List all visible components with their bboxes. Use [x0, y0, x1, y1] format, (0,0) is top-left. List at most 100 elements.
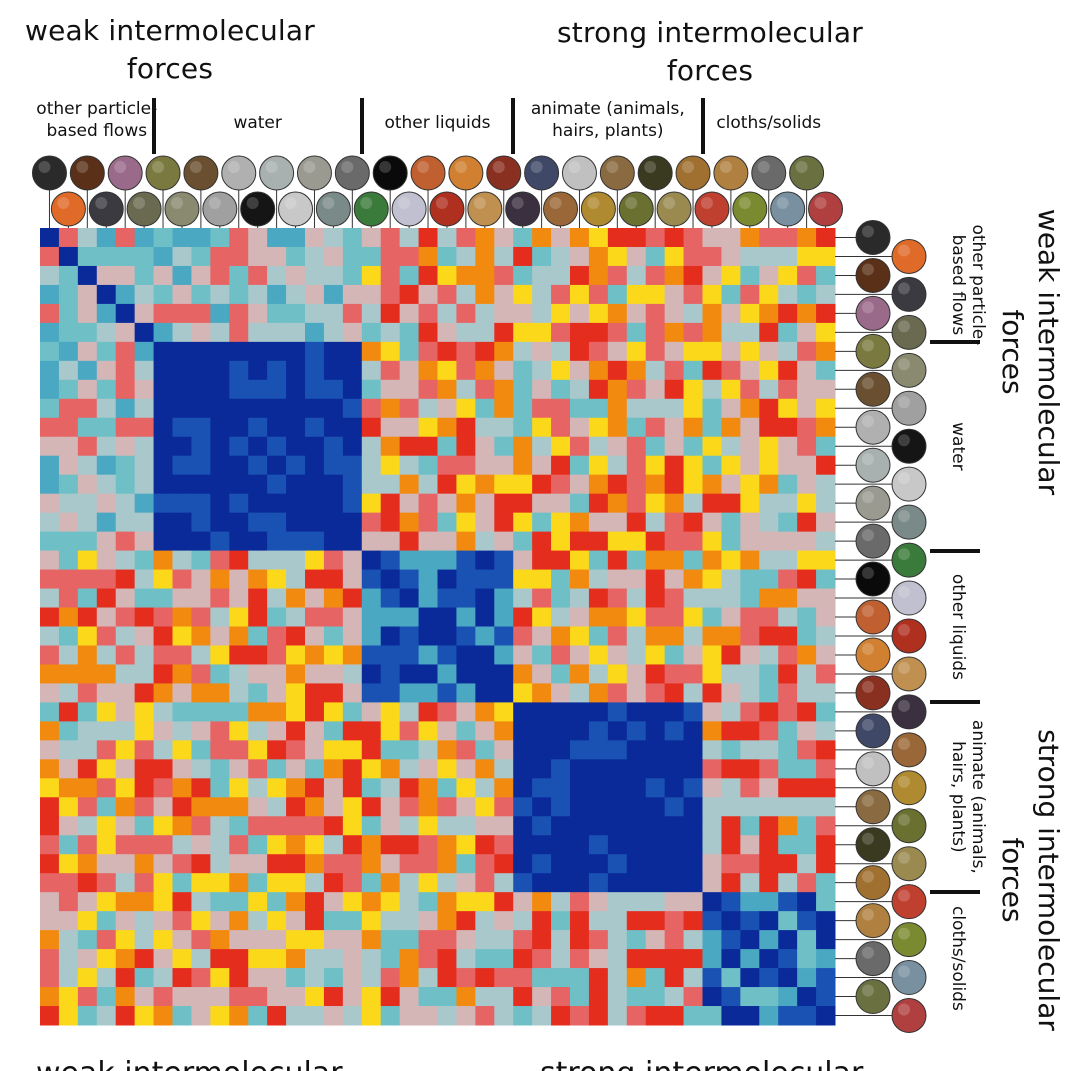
- heatmap-cell: [58, 303, 79, 324]
- heatmap-cell: [172, 436, 192, 457]
- heatmap-cell: [551, 474, 571, 495]
- heatmap-cell: [683, 569, 703, 590]
- heatmap-cell: [361, 873, 382, 893]
- heatmap-cell: [797, 379, 817, 400]
- heatmap-cell: [513, 873, 533, 893]
- material-thumbnail: [486, 155, 522, 191]
- heatmap-cell: [475, 512, 495, 533]
- heatmap-cell: [191, 398, 211, 419]
- heatmap-cell: [456, 816, 476, 836]
- heatmap-cell: [229, 493, 249, 514]
- heatmap-cell: [570, 759, 590, 779]
- heatmap-cell: [551, 645, 571, 665]
- heatmap-cell: [229, 455, 249, 476]
- heatmap-cell: [494, 873, 514, 893]
- heatmap-cell: [475, 228, 495, 248]
- heatmap-cell: [267, 797, 287, 817]
- heatmap-cell: [58, 474, 79, 495]
- heatmap-cell: [77, 778, 98, 798]
- heatmap-cell: [191, 949, 211, 969]
- heatmap-cell: [96, 968, 117, 988]
- heatmap-cell: [437, 968, 457, 988]
- heatmap-cell: [361, 493, 382, 514]
- heatmap-cell: [626, 322, 647, 343]
- heatmap-cell: [380, 322, 401, 343]
- heatmap-cell: [191, 968, 211, 988]
- heatmap-cell: [626, 398, 647, 419]
- heatmap-cell: [607, 341, 628, 362]
- heatmap-cell: [191, 531, 211, 552]
- heatmap-cell: [286, 683, 306, 703]
- heatmap-cell: [418, 265, 438, 286]
- heatmap-cell: [229, 379, 249, 400]
- heatmap-cell: [456, 322, 476, 343]
- heatmap-cell: [248, 873, 268, 893]
- heatmap-cell: [740, 474, 760, 495]
- heatmap-cell: [570, 436, 590, 457]
- heatmap-cell: [494, 930, 514, 950]
- heatmap-cell: [305, 379, 325, 400]
- heatmap-cell: [399, 531, 420, 552]
- heatmap-cell: [96, 873, 117, 893]
- heatmap-cell: [702, 455, 722, 476]
- heatmap-cell: [759, 683, 779, 703]
- heatmap-cell: [532, 759, 552, 779]
- heatmap-cell: [210, 607, 230, 627]
- heatmap-cell: [380, 455, 401, 476]
- heatmap-cell: [702, 873, 722, 893]
- heatmap-cell: [191, 360, 211, 381]
- heatmap-cell: [210, 816, 230, 836]
- heatmap-cell: [305, 797, 325, 817]
- heatmap-cell: [797, 228, 817, 248]
- heatmap-cell: [229, 607, 249, 627]
- heatmap-cell: [759, 569, 779, 590]
- heatmap-cell: [664, 607, 685, 627]
- heatmap-cell: [380, 816, 401, 836]
- heatmap-cell: [58, 740, 79, 760]
- heatmap-cell: [551, 341, 571, 362]
- heatmap-cell: [494, 265, 514, 286]
- heatmap-cell: [797, 759, 817, 779]
- heatmap-cell: [683, 759, 703, 779]
- heatmap-cell: [305, 341, 325, 362]
- heatmap-cell: [191, 588, 211, 609]
- heatmap-cell: [588, 436, 609, 457]
- material-thumbnail: [448, 155, 484, 191]
- heatmap-cell: [759, 645, 779, 665]
- material-thumbnail: [855, 409, 891, 445]
- heatmap-cell: [58, 797, 79, 817]
- heatmap-cell: [683, 493, 703, 514]
- heatmap-cell: [759, 740, 779, 760]
- material-thumbnail: [855, 295, 891, 331]
- heatmap-cell: [456, 930, 476, 950]
- heatmap-cell: [551, 303, 571, 324]
- heatmap-cell: [816, 873, 836, 893]
- heatmap-cell: [513, 474, 533, 495]
- heatmap-cell: [77, 645, 98, 665]
- heatmap-cell: [248, 512, 268, 533]
- heatmap-cell: [607, 436, 628, 457]
- heatmap-cell: [740, 607, 760, 627]
- heatmap-cell: [418, 398, 438, 419]
- heatmap-cell: [40, 474, 60, 495]
- heatmap-cell: [721, 968, 741, 988]
- heatmap-cell: [361, 265, 382, 286]
- heatmap-cell: [134, 303, 155, 324]
- heatmap-cell: [721, 607, 741, 627]
- heatmap-cell: [494, 683, 514, 703]
- heatmap-cell: [645, 1006, 666, 1026]
- heatmap-cell: [305, 588, 325, 609]
- heatmap-cell: [115, 265, 136, 286]
- heatmap-cell: [740, 664, 760, 684]
- heatmap-cell: [267, 740, 287, 760]
- heatmap-cell: [759, 341, 779, 362]
- heatmap-cell: [153, 417, 173, 438]
- heatmap-cell: [475, 436, 495, 457]
- heatmap-cell: [778, 303, 798, 324]
- heatmap-cell: [513, 436, 533, 457]
- heatmap-cell: [361, 892, 382, 912]
- heatmap-cell: [607, 228, 628, 248]
- material-thumbnail: [891, 694, 927, 730]
- heatmap-cell: [551, 873, 571, 893]
